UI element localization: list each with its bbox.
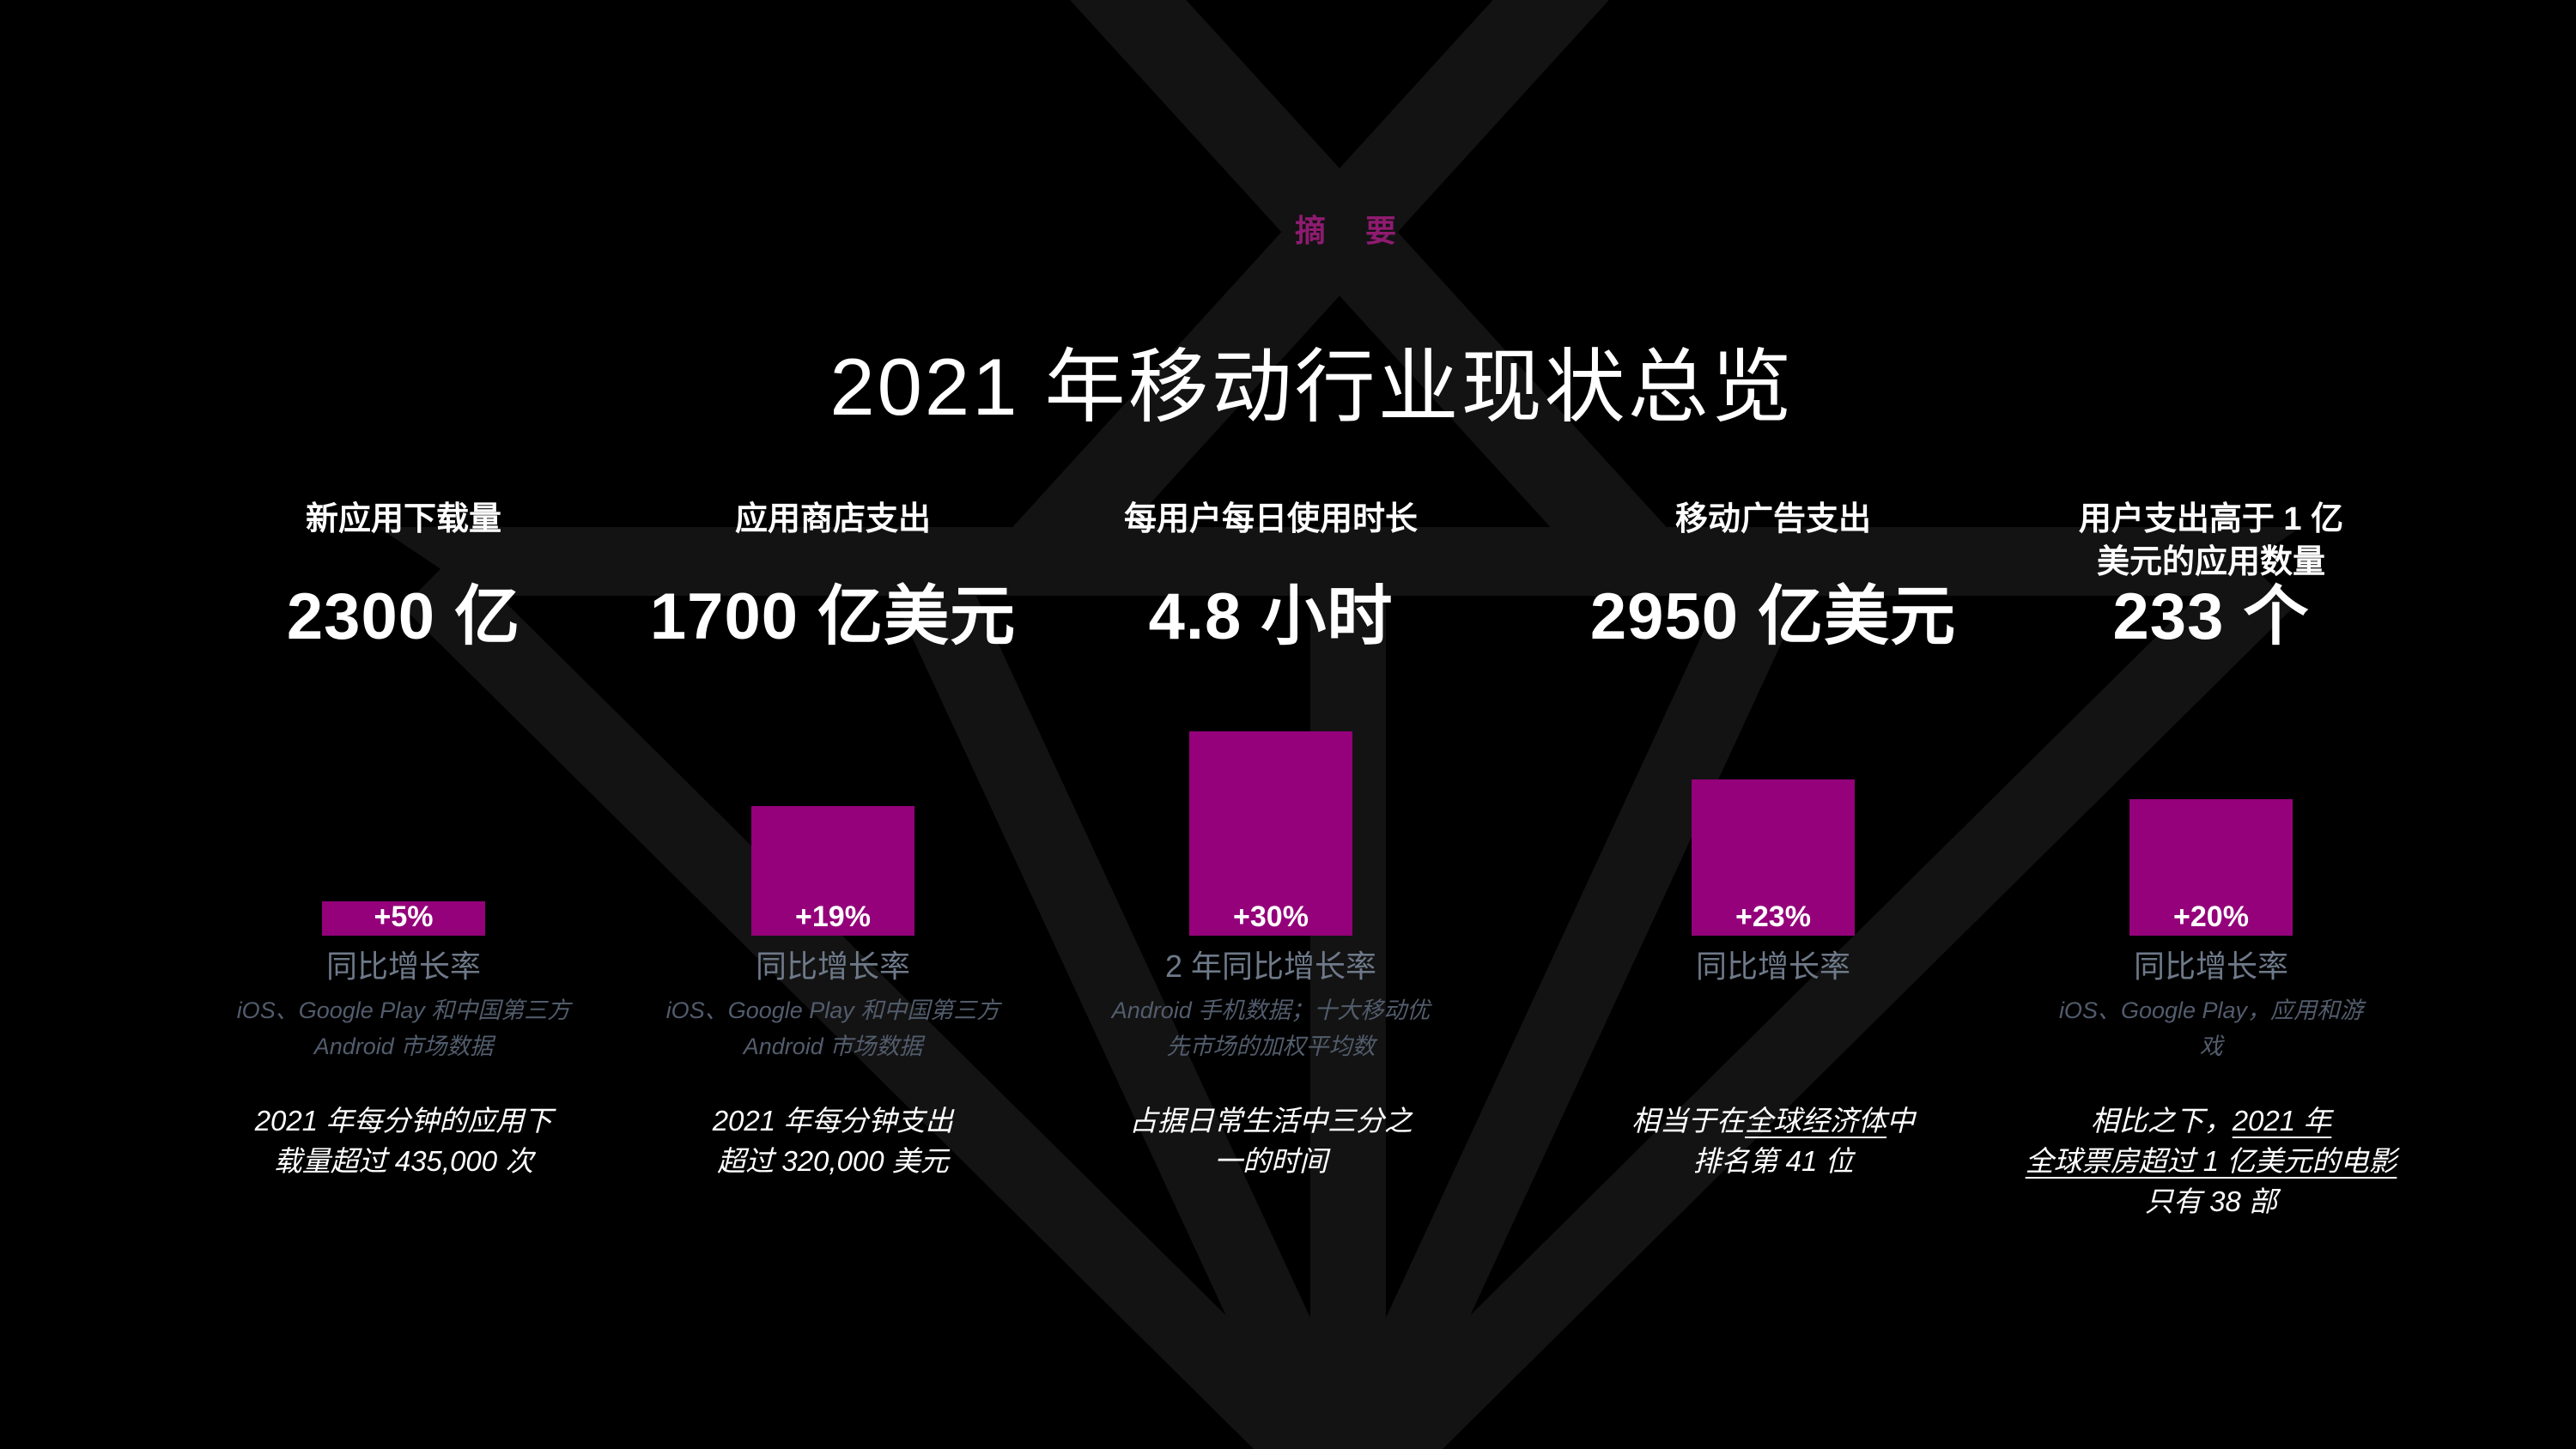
stat-column-new-downloads: 新应用下载量 2300 亿 +5% 同比增长率 iOS、Google Play … xyxy=(137,0,670,1449)
footnote-line: 一的时间 xyxy=(1005,1141,1537,1181)
growth-bar-area: +23% xyxy=(1507,731,2039,936)
growth-bar-area: +20% xyxy=(1945,731,2477,936)
footnote: 相当于在全球经济体中 排名第 41 位 xyxy=(1507,1100,2039,1181)
stat-value: 1700 亿美元 xyxy=(649,580,1017,653)
stat-value: 2950 亿美元 xyxy=(1589,580,1957,653)
footnote: 2021 年每分钟支出 超过 320,000 美元 xyxy=(567,1100,1099,1181)
stat-header: 新应用下载量 xyxy=(305,501,501,537)
growth-bar-label: +5% xyxy=(374,900,434,933)
eyebrow-label: 摘 要 xyxy=(1294,213,1412,248)
stat-column-time-per-user: 每用户每日使用时长 4.8 小时 +30% 2 年同比增长率 Android 手… xyxy=(1005,0,1537,1449)
stat-header: 每用户每日使用时长 xyxy=(1123,501,1418,537)
footnote-line: 相比之下，2021 年 xyxy=(1945,1100,2477,1141)
footnote-line: 全球票房超过 1 亿美元的电影 xyxy=(1945,1141,2477,1181)
note-text: 排名第 41 位 xyxy=(1692,1145,1854,1177)
stat-column-ad-spend: 移动广告支出 2950 亿美元 +23% 同比增长率 相当于在全球经济体中 排名第… xyxy=(1507,0,2039,1449)
growth-bar: +19% xyxy=(751,806,914,936)
source-line: Android 市场数据 xyxy=(743,1034,923,1059)
growth-bar: +5% xyxy=(322,900,485,936)
source-note: iOS、Google Play 和中国第三方 Android 市场数据 xyxy=(567,992,1099,1064)
growth-bar: +23% xyxy=(1692,779,1855,936)
growth-bar-area: +19% xyxy=(567,731,1099,936)
stat-header: 用户支出高于 1 亿 美元的应用数量 xyxy=(2078,501,2344,580)
footnote-line: 2021 年每分钟支出 xyxy=(567,1100,1099,1141)
source-note: iOS、Google Play 和中国第三方 Android 市场数据 xyxy=(137,992,670,1064)
stat-value: 4.8 小时 xyxy=(1148,580,1394,653)
growth-caption: 2 年同比增长率 xyxy=(1164,949,1377,984)
source-line: 先市场的加权平均数 xyxy=(1166,1034,1376,1059)
source-note: iOS、Google Play，应用和游 戏 xyxy=(1945,992,2477,1064)
note-text: 超过 320,000 美元 xyxy=(717,1145,949,1177)
note-link[interactable]: 全球经济体 xyxy=(1745,1105,1886,1137)
page-title: 2021 年移动行业现状总览 xyxy=(829,341,1795,432)
source-line: Android 手机数据；十大移动优 xyxy=(1111,997,1431,1023)
growth-bar-label: +20% xyxy=(2173,900,2249,933)
growth-bar-area: +30% xyxy=(1005,731,1537,936)
footnote-line: 载量超过 435,000 次 xyxy=(137,1141,670,1181)
stat-column-store-spend: 应用商店支出 1700 亿美元 +19% 同比增长率 iOS、Google Pl… xyxy=(567,0,1099,1449)
note-text: 相当于在 xyxy=(1631,1105,1745,1137)
footnote-line: 超过 320,000 美元 xyxy=(567,1141,1099,1181)
source-line: Android 市场数据 xyxy=(313,1034,494,1059)
source-line: iOS、Google Play，应用和游 xyxy=(2058,997,2364,1023)
note-text: 中 xyxy=(1886,1105,1915,1137)
growth-caption: 同比增长率 xyxy=(1695,949,1850,984)
note-link[interactable]: 2021 年 xyxy=(2232,1105,2332,1137)
stat-header: 移动广告支出 xyxy=(1674,501,1871,537)
footnote-line: 排名第 41 位 xyxy=(1507,1141,2039,1181)
source-note: Android 手机数据；十大移动优 先市场的加权平均数 xyxy=(1005,992,1537,1064)
stat-header: 应用商店支出 xyxy=(734,501,931,537)
growth-caption: 同比增长率 xyxy=(2133,949,2288,984)
growth-bar-area: +5% xyxy=(137,731,670,936)
note-text: 载量超过 435,000 次 xyxy=(273,1145,534,1177)
growth-bar: +30% xyxy=(1189,731,1352,936)
footnote: 相比之下，2021 年全球票房超过 1 亿美元的电影 只有 38 部 xyxy=(1945,1100,2477,1222)
stat-value: 233 个 xyxy=(2112,580,2310,653)
note-text: 相比之下， xyxy=(2090,1105,2233,1137)
note-text: 一的时间 xyxy=(1214,1145,1327,1177)
footnote-line: 只有 38 部 xyxy=(1945,1181,2477,1222)
footnote: 占据日常生活中三分之 一的时间 xyxy=(1005,1100,1537,1181)
note-link[interactable]: 全球票房超过 1 亿美元的电影 xyxy=(2025,1145,2397,1177)
growth-bar-label: +23% xyxy=(1735,900,1811,933)
source-line: 戏 xyxy=(2199,1034,2223,1059)
footnote-line: 占据日常生活中三分之 xyxy=(1005,1100,1537,1141)
growth-bar-label: +19% xyxy=(795,900,871,933)
growth-caption: 同比增长率 xyxy=(755,949,910,984)
stat-column-apps-over-100m: 用户支出高于 1 亿 美元的应用数量 233 个 +20% 同比增长率 iOS、… xyxy=(1945,0,2477,1449)
note-text: 只有 38 部 xyxy=(2144,1185,2278,1217)
source-line: iOS、Google Play 和中国第三方 xyxy=(665,997,1000,1023)
stat-value: 2300 亿 xyxy=(286,580,521,653)
footnote-line: 2021 年每分钟的应用下 xyxy=(137,1100,670,1141)
note-text: 占据日常生活中三分之 xyxy=(1129,1105,1413,1137)
footnote-line: 相当于在全球经济体中 xyxy=(1507,1100,2039,1141)
growth-bar: +20% xyxy=(2129,799,2293,936)
source-line: iOS、Google Play 和中国第三方 xyxy=(236,997,571,1023)
growth-bar-label: +30% xyxy=(1233,900,1309,933)
note-text: 2021 年每分钟支出 xyxy=(712,1105,954,1137)
footnote: 2021 年每分钟的应用下 载量超过 435,000 次 xyxy=(137,1100,670,1181)
growth-caption: 同比增长率 xyxy=(325,949,481,984)
note-text: 2021 年每分钟的应用下 xyxy=(254,1105,553,1137)
